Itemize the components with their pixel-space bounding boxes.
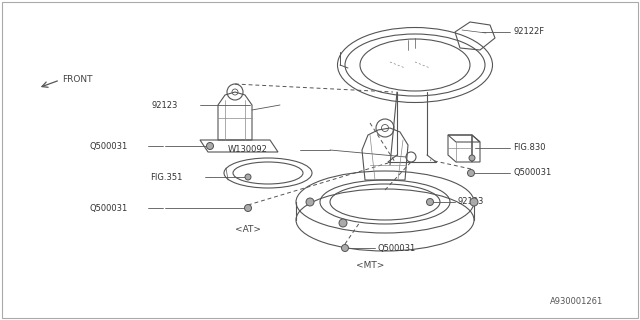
Text: Q500031: Q500031 bbox=[513, 169, 551, 178]
Text: <MT>: <MT> bbox=[356, 260, 384, 269]
Text: A930001261: A930001261 bbox=[550, 298, 604, 307]
Circle shape bbox=[339, 219, 347, 227]
Circle shape bbox=[244, 204, 252, 212]
Circle shape bbox=[342, 244, 349, 252]
Text: FRONT: FRONT bbox=[62, 76, 93, 84]
Text: Q500031: Q500031 bbox=[378, 244, 416, 252]
Text: FIG.830: FIG.830 bbox=[513, 143, 545, 153]
Circle shape bbox=[467, 170, 474, 177]
Circle shape bbox=[470, 198, 478, 206]
Text: Q500031: Q500031 bbox=[90, 141, 128, 150]
Text: W130092: W130092 bbox=[228, 146, 268, 155]
Text: 92123: 92123 bbox=[152, 100, 179, 109]
Text: <AT>: <AT> bbox=[235, 226, 261, 235]
Circle shape bbox=[306, 198, 314, 206]
Text: 92123: 92123 bbox=[458, 197, 484, 206]
Circle shape bbox=[469, 155, 475, 161]
Text: FIG.351: FIG.351 bbox=[150, 172, 182, 181]
Text: 92122F: 92122F bbox=[513, 28, 544, 36]
Circle shape bbox=[207, 142, 214, 149]
Circle shape bbox=[207, 143, 213, 149]
Circle shape bbox=[426, 198, 433, 205]
Text: Q500031: Q500031 bbox=[90, 204, 128, 212]
Circle shape bbox=[245, 174, 251, 180]
